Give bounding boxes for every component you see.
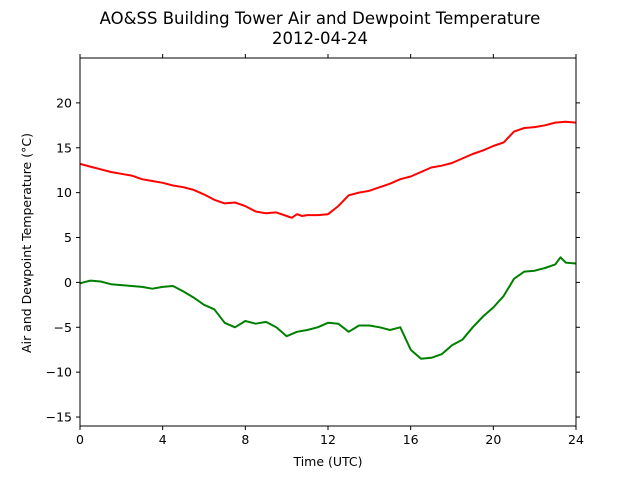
x-tick-label: 20 — [485, 432, 501, 447]
x-axis-label: Time (UTC) — [292, 454, 362, 469]
chart-subtitle: 2012-04-24 — [272, 29, 368, 48]
y-axis-label: Air and Dewpoint Temperature (°C) — [19, 133, 34, 353]
y-tick-label: 15 — [56, 140, 72, 155]
series-line-1 — [79, 256, 577, 360]
y-tick-label: −10 — [46, 365, 72, 380]
x-tick-label: 4 — [159, 432, 167, 447]
x-tick-label: 0 — [76, 432, 84, 447]
y-tick-label: 20 — [56, 95, 72, 110]
y-tick-label: −15 — [46, 410, 72, 425]
y-tick-label: 0 — [64, 275, 72, 290]
series-line-0 — [79, 120, 577, 219]
series-layer — [79, 120, 577, 360]
y-tick-label: 10 — [56, 185, 72, 200]
y-tick-label: 5 — [64, 230, 72, 245]
x-tick-label: 16 — [403, 432, 419, 447]
y-tick-label: −5 — [54, 320, 72, 335]
x-tick-label: 12 — [320, 432, 336, 447]
plot-frame — [79, 57, 577, 427]
chart-title: AO&SS Building Tower Air and Dewpoint Te… — [100, 9, 541, 28]
x-tick-label: 24 — [568, 432, 584, 447]
tick-layer: 0 4 8 12 16 20 24 −15 −10 −5 0 5 10 15 20 — [46, 54, 584, 447]
x-tick-label: 8 — [241, 432, 249, 447]
